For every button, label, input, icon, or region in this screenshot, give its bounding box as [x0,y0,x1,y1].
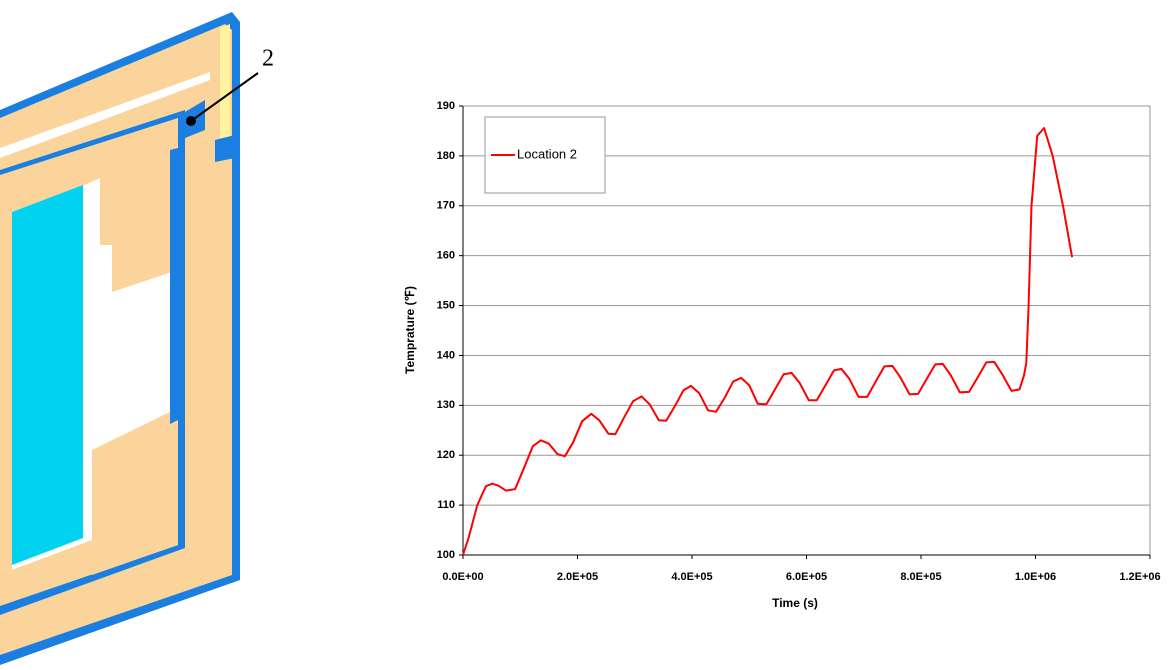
x-tick-label: 1.2E+06 [1119,571,1160,583]
x-axis-title: Time (s) [772,596,818,610]
y-tick-label: 180 [437,150,455,162]
y-tick-label: 120 [437,449,455,461]
y-tick-label: 130 [437,399,455,411]
y-tick-label: 190 [437,100,455,112]
y-tick-label: 140 [437,349,455,361]
location-dot [186,116,196,126]
x-tick-label: 2.0E+05 [557,571,598,583]
location-label: 2 [262,46,274,72]
legend-label: Location 2 [517,146,577,161]
y-axis-title: Temprature (℉) [403,286,417,374]
x-tick-label: 4.0E+05 [671,571,712,583]
figure: 2 Time (s) Temprature (℉) 100 110 120 130 14… [0,0,1170,670]
y-tick-label: 150 [437,299,455,311]
y-tick-label: 170 [437,200,455,212]
x-tick-label: 1.0E+06 [1015,571,1056,583]
y-tick-label: 100 [437,549,455,561]
y-tick-label: 110 [437,499,455,511]
y-tick-label: 160 [437,250,455,262]
x-tick-label: 8.0E+05 [900,571,941,583]
panel [12,185,83,565]
strip [220,24,230,144]
post [170,148,178,424]
x-tick-label: 6.0E+05 [786,571,827,583]
diagram: 2 [0,12,274,665]
x-tick-label: 0.0E+00 [442,571,483,583]
